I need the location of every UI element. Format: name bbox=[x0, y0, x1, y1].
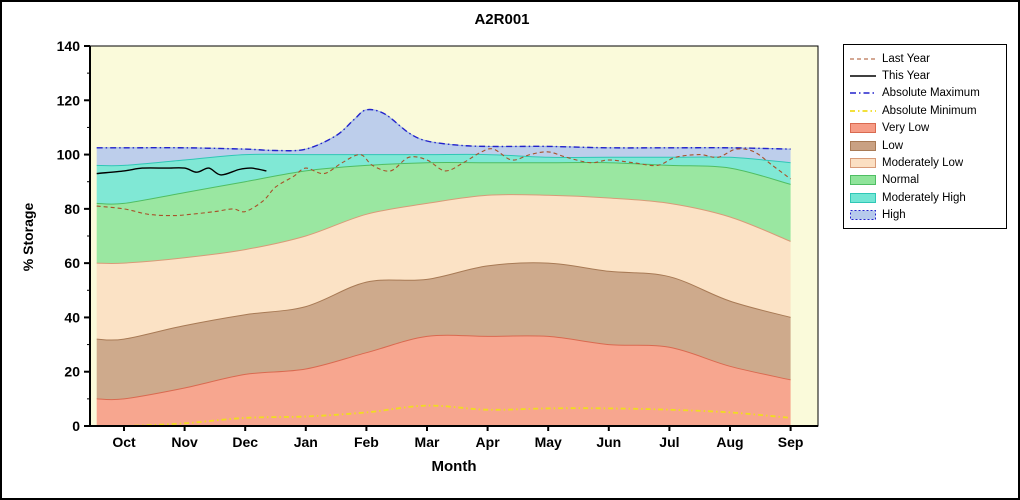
legend-item-moderately-high: Moderately High bbox=[850, 189, 1000, 206]
x-tick-label: Jan bbox=[294, 434, 318, 450]
legend-swatch-last-year bbox=[850, 58, 876, 60]
band-normal bbox=[96, 162, 791, 264]
legend-label-last-year: Last Year bbox=[882, 52, 930, 65]
legend-item-high: High bbox=[850, 207, 1000, 224]
y-tick-label: 120 bbox=[57, 92, 81, 108]
legend-item-low: Low bbox=[850, 137, 1000, 154]
chart-legend: Last Year This Year Absolute Maximum Absolu… bbox=[843, 44, 1007, 229]
x-tick-label: Jun bbox=[596, 434, 621, 450]
legend-label-high: High bbox=[882, 209, 906, 222]
legend-label-very-low: Very Low bbox=[882, 122, 930, 135]
y-tick-label: 140 bbox=[57, 38, 81, 54]
line-absolute-maximum bbox=[96, 108, 791, 152]
x-tick-label: Jul bbox=[659, 434, 679, 450]
legend-swatch-moderately-low bbox=[850, 158, 876, 169]
x-axis-label: Month bbox=[431, 458, 477, 475]
legend-swatch-moderately-high bbox=[850, 192, 876, 203]
line-absolute-minimum bbox=[96, 404, 791, 426]
band-moderately-high bbox=[96, 154, 791, 205]
legend-item-absolute-maximum: Absolute Maximum bbox=[850, 85, 1000, 102]
legend-swatch-absolute-maximum bbox=[850, 92, 876, 95]
band-edge-normal bbox=[96, 162, 791, 205]
y-tick-label: 0 bbox=[72, 418, 80, 434]
y-tick-label: 80 bbox=[64, 201, 80, 217]
band-edge-moderately-low bbox=[96, 194, 791, 264]
legend-item-absolute-minimum: Absolute Minimum bbox=[850, 102, 1000, 119]
legend-swatch-high bbox=[850, 210, 876, 221]
x-tick-label: Oct bbox=[112, 434, 136, 450]
legend-label-absolute-maximum: Absolute Maximum bbox=[882, 87, 980, 100]
band-edge-low bbox=[96, 262, 791, 341]
x-tick-label: Aug bbox=[716, 434, 743, 450]
legend-label-normal: Normal bbox=[882, 174, 920, 187]
y-tick-label: 40 bbox=[64, 309, 80, 325]
legend-label-absolute-minimum: Absolute Minimum bbox=[882, 104, 977, 117]
legend-swatch-absolute-minimum bbox=[850, 109, 876, 112]
legend-swatch-this-year bbox=[850, 75, 876, 77]
plot-series-group bbox=[96, 108, 791, 426]
legend-swatch-very-low bbox=[850, 123, 876, 134]
x-tick-label: Apr bbox=[476, 434, 501, 450]
legend-label-moderately-low: Moderately Low bbox=[882, 157, 964, 170]
legend-swatch-normal bbox=[850, 175, 876, 186]
x-tick-label: Sep bbox=[778, 434, 804, 450]
line-this-year bbox=[96, 167, 267, 176]
x-tick-label: May bbox=[535, 434, 562, 450]
x-tick-label: Dec bbox=[232, 434, 258, 450]
y-tick-label: 60 bbox=[64, 255, 80, 271]
y-tick-label: 20 bbox=[64, 364, 80, 380]
y-tick-label: 100 bbox=[57, 147, 81, 163]
band-edge-moderately-high bbox=[96, 153, 791, 167]
legend-item-normal: Normal bbox=[850, 172, 1000, 189]
legend-item-this-year: This Year bbox=[850, 67, 1000, 84]
legend-label-low: Low bbox=[882, 139, 904, 152]
legend-item-last-year: Last Year bbox=[850, 50, 1000, 67]
x-tick-label: Nov bbox=[171, 434, 198, 450]
x-tick-label: Feb bbox=[354, 434, 379, 450]
legend-swatch-low bbox=[850, 140, 876, 151]
band-high bbox=[96, 109, 791, 166]
legend-item-moderately-low: Moderately Low bbox=[850, 154, 1000, 171]
legend-label-moderately-high: Moderately High bbox=[882, 191, 966, 204]
x-tick-label: Mar bbox=[415, 434, 440, 450]
band-low bbox=[96, 262, 791, 400]
legend-label-this-year: This Year bbox=[882, 70, 930, 83]
chart-title: A2R001 bbox=[474, 11, 530, 28]
band-very-low bbox=[96, 335, 791, 426]
line-last-year bbox=[96, 148, 791, 217]
legend-item-very-low: Very Low bbox=[850, 120, 1000, 137]
band-moderately-low bbox=[96, 194, 791, 341]
band-edge-very-low bbox=[96, 334, 791, 401]
